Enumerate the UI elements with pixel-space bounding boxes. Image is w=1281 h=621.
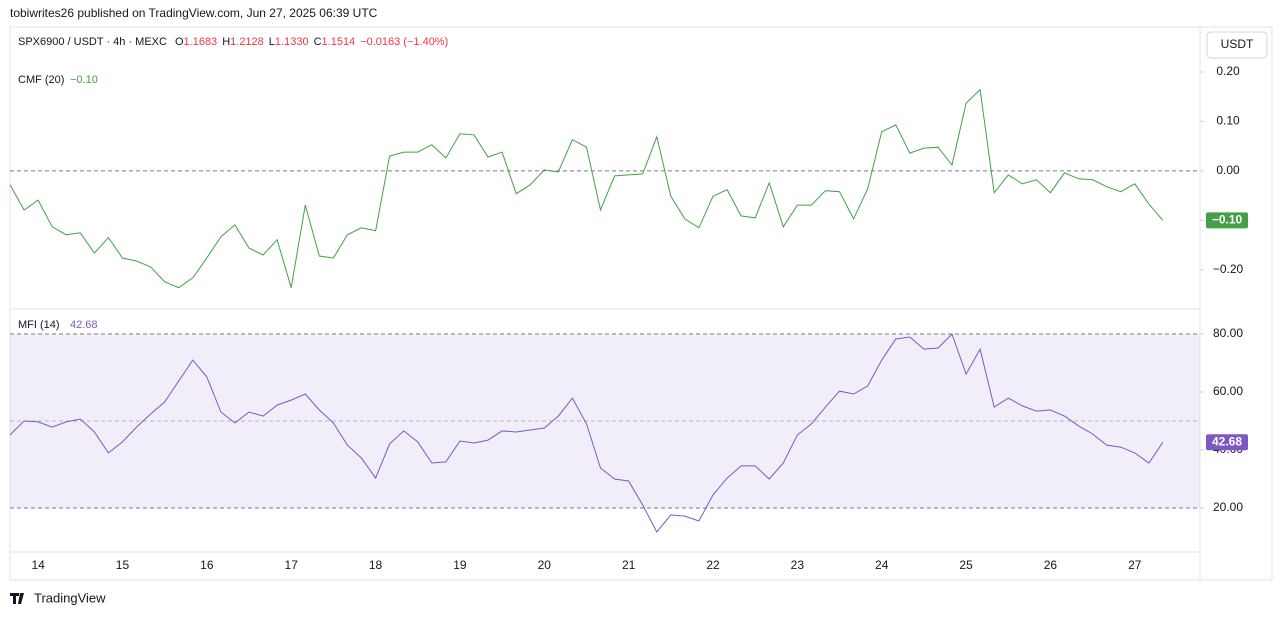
last-value-badge	[1206, 434, 1248, 451]
ohlc-key: L	[269, 36, 275, 48]
ohlc-key: H	[222, 36, 230, 48]
last-value-label: 42.68	[1212, 434, 1242, 448]
frame	[9, 26, 1273, 581]
ohlc-key: O	[175, 36, 184, 48]
y-tick-label: 80.00	[1213, 326, 1243, 340]
y-tick-label: 60.00	[1213, 384, 1243, 398]
currency-button[interactable]	[1206, 31, 1268, 59]
currency-label[interactable]: USDT	[1221, 37, 1254, 51]
symbol: SPX6900 / USDT · 4h · MEXC	[18, 36, 167, 48]
ohlc-key: C	[314, 36, 322, 48]
x-tick-label: 14	[31, 558, 45, 572]
indicator-value: 42.68	[70, 319, 98, 331]
ohlc-value: 1.2128	[230, 36, 264, 48]
x-tick-label: 25	[959, 558, 973, 572]
y-tick-label: 20.00	[1213, 500, 1243, 514]
ohlc-value: 1.1683	[184, 36, 218, 48]
ohlc-value: 1.1330	[275, 36, 309, 48]
last-value-badge	[1206, 212, 1248, 229]
brand: TradingView	[34, 590, 106, 605]
x-tick-label: 23	[791, 558, 805, 572]
y-tick-label: −0.20	[1213, 262, 1244, 276]
line	[9, 88, 1164, 289]
x-tick-label: 27	[1128, 558, 1142, 572]
x-tick-label: 21	[622, 558, 636, 572]
y-tick-label: 0.20	[1216, 64, 1240, 78]
x-tick-label: 17	[285, 558, 299, 572]
brand-logo	[10, 593, 24, 604]
x-tick-label: 24	[875, 558, 889, 572]
publisher: tobiwrites26 published on TradingView.co…	[10, 6, 378, 20]
line	[9, 333, 1164, 533]
y-tick-label: 0.00	[1216, 163, 1240, 177]
x-tick-label: 20	[538, 558, 552, 572]
indicator-title: MFI (14)	[18, 319, 60, 331]
x-tick-label: 18	[369, 558, 383, 572]
y-tick-label: 0.10	[1216, 114, 1240, 128]
x-tick-label: 22	[706, 558, 720, 572]
x-tick-label: 19	[453, 558, 467, 572]
indicator-value: −0.10	[70, 74, 98, 86]
x-tick-label: 15	[116, 558, 130, 572]
indicator-title: CMF (20)	[18, 74, 64, 86]
last-value-label: −0.10	[1212, 213, 1243, 227]
x-tick-label: 16	[200, 558, 214, 572]
change: −0.0163 (−1.40%)	[360, 36, 448, 48]
ohlc-value: 1.1514	[322, 36, 356, 48]
x-tick-label: 26	[1044, 558, 1058, 572]
